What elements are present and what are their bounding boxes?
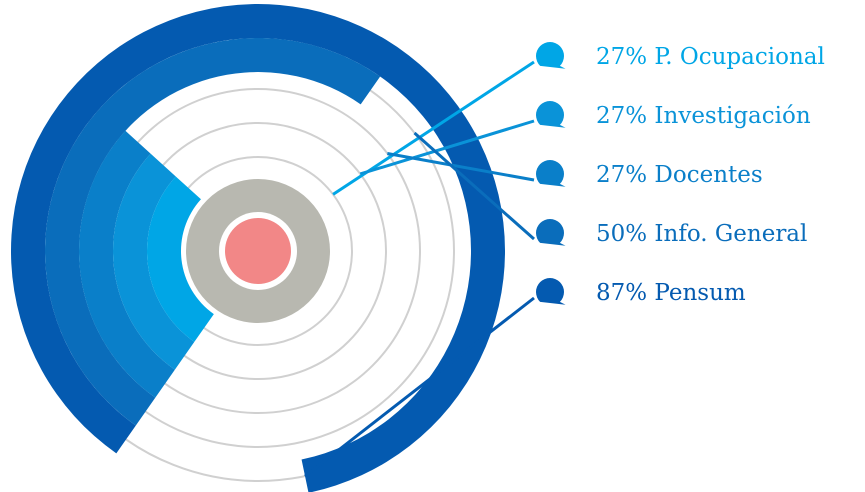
- pin-marker: [536, 101, 566, 128]
- core-circle: [225, 218, 291, 284]
- pin-marker: [536, 219, 566, 246]
- legend-label: 27% Docentes: [596, 162, 763, 188]
- legend-label: 87% Pensum: [596, 280, 746, 306]
- center-hub: [186, 179, 330, 323]
- pin-marker: [536, 278, 566, 305]
- leader-lines: [304, 42, 566, 478]
- ring-bar: [146, 176, 214, 342]
- ring-bar: [79, 130, 175, 398]
- pin-marker: [536, 42, 566, 69]
- legend-label: 27% P. Ocupacional: [596, 44, 825, 70]
- leader-line: [387, 152, 535, 182]
- legend-label: 27% Investigación: [596, 103, 811, 129]
- leader-line: [413, 131, 535, 241]
- ring-bar: [113, 153, 195, 370]
- leader-line: [304, 296, 535, 478]
- pin-marker: [536, 160, 566, 187]
- legend-label: 50% Info. General: [596, 221, 807, 247]
- leader-line: [359, 119, 535, 176]
- legend: 27% P. Ocupacional 27% Investigación 27% D…: [596, 44, 825, 306]
- ring-bars: [11, 4, 505, 492]
- ring-bar: [45, 37, 381, 426]
